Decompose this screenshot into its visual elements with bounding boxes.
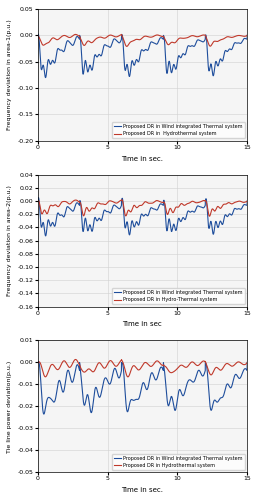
Proposed DR in Hydro-Thermal system [60, 200, 63, 205]
Proposed DR in Wind integrated Thermal system [219, 56, 222, 62]
Proposed DR in  Hydrothermal system [126, 43, 129, 49]
Proposed DR in Hydrothermal system [117, 362, 120, 368]
Y-axis label: Frequency deviation in area-1(p.u.): Frequency deviation in area-1(p.u.) [7, 20, 12, 130]
Line: Proposed DR in Wind integrated Thermal system: Proposed DR in Wind integrated Thermal s… [38, 34, 247, 78]
Proposed DR in Hydro-Thermal system [246, 198, 249, 204]
Proposed DR in Wind integrated Thermal system [246, 32, 249, 38]
X-axis label: Time in sec.: Time in sec. [122, 156, 163, 162]
Proposed DR in Wind integrated Thermal system [117, 374, 120, 380]
Proposed DR in Wind integrated Thermal system [117, 39, 120, 45]
Line: Proposed DR in  Hydrothermal system: Proposed DR in Hydrothermal system [38, 34, 247, 46]
Proposed DR in Hydrothermal system [246, 360, 249, 366]
Proposed DR in Wind integrated Thermal system [72, 374, 76, 380]
Proposed DR in Hydrothermal system [126, 374, 129, 380]
Proposed DR in Wind integrated Thermal system [36, 32, 39, 38]
Proposed DR in Wind integrated Thermal system [72, 206, 76, 212]
Proposed DR in  Hydrothermal system [120, 32, 123, 38]
Proposed DR in Wind integrated Thermal system [60, 386, 63, 392]
Proposed DR in Wind integrated Thermal system [219, 218, 222, 224]
Proposed DR in  Hydrothermal system [242, 33, 245, 39]
Legend: Proposed DR in Wind integrated Thermal system, Proposed DR in Hydrothermal syste: Proposed DR in Wind integrated Thermal s… [112, 454, 245, 470]
Proposed DR in Hydro-Thermal system [72, 198, 76, 203]
Proposed DR in Wind integrated Thermal system [60, 212, 63, 218]
Proposed DR in Hydrothermal system [126, 374, 130, 380]
Proposed DR in Hydrothermal system [60, 361, 63, 367]
X-axis label: Time in sec: Time in sec [123, 322, 162, 328]
Proposed DR in Hydrothermal system [219, 367, 222, 373]
Proposed DR in  Hydrothermal system [219, 37, 222, 43]
Proposed DR in Wind integrated Thermal system [36, 198, 39, 204]
Proposed DR in  Hydrothermal system [72, 32, 76, 38]
Line: Proposed DR in Hydrothermal system: Proposed DR in Hydrothermal system [38, 360, 247, 377]
Proposed DR in Wind integrated Thermal system [37, 358, 40, 364]
Legend: Proposed DR in Wind integrated Thermal system, Proposed DR in Hydro-Thermal syst: Proposed DR in Wind integrated Thermal s… [112, 288, 245, 304]
Proposed DR in  Hydrothermal system [116, 34, 119, 40]
Y-axis label: Tie line power deviation(p.u.): Tie line power deviation(p.u.) [7, 360, 12, 452]
Proposed DR in Wind integrated Thermal system [242, 368, 245, 374]
Proposed DR in Wind integrated Thermal system [246, 198, 249, 204]
Proposed DR in Hydro-Thermal system [242, 200, 245, 205]
Proposed DR in  Hydrothermal system [125, 44, 128, 50]
Y-axis label: Frequency deviation in area-2(p.u.): Frequency deviation in area-2(p.u.) [7, 185, 12, 296]
Proposed DR in Hydro-Thermal system [126, 210, 129, 216]
Proposed DR in Wind integrated Thermal system [60, 47, 63, 53]
Proposed DR in Wind integrated Thermal system [44, 233, 47, 239]
Proposed DR in Hydrothermal system [242, 362, 245, 368]
Proposed DR in Hydro-Thermal system [219, 206, 222, 212]
Line: Proposed DR in Wind integrated Thermal system: Proposed DR in Wind integrated Thermal s… [38, 198, 247, 236]
Proposed DR in Wind integrated Thermal system [37, 194, 40, 200]
Proposed DR in Hydrothermal system [74, 356, 77, 362]
Proposed DR in Wind integrated Thermal system [44, 74, 47, 80]
Proposed DR in  Hydrothermal system [246, 32, 249, 38]
Line: Proposed DR in Wind integrated Thermal system: Proposed DR in Wind integrated Thermal s… [38, 362, 247, 414]
X-axis label: Time in sec.: Time in sec. [122, 487, 163, 493]
Proposed DR in Hydro-Thermal system [116, 200, 119, 205]
Proposed DR in Wind integrated Thermal system [219, 395, 222, 401]
Proposed DR in Wind integrated Thermal system [242, 202, 245, 208]
Line: Proposed DR in Hydro-Thermal system: Proposed DR in Hydro-Thermal system [38, 200, 247, 216]
Proposed DR in Hydro-Thermal system [120, 197, 123, 203]
Proposed DR in  Hydrothermal system [60, 34, 63, 40]
Proposed DR in Wind integrated Thermal system [37, 31, 40, 37]
Proposed DR in Wind integrated Thermal system [126, 62, 129, 68]
Proposed DR in Wind integrated Thermal system [126, 408, 129, 414]
Proposed DR in  Hydrothermal system [36, 32, 39, 38]
Proposed DR in Wind integrated Thermal system [117, 205, 120, 211]
Proposed DR in Wind integrated Thermal system [72, 40, 76, 46]
Proposed DR in Wind integrated Thermal system [36, 360, 39, 366]
Legend: Proposed DR in Wind integrated Thermal system, Proposed DR in  Hydrothermal syst: Proposed DR in Wind integrated Thermal s… [112, 122, 245, 138]
Proposed DR in Wind integrated Thermal system [242, 36, 245, 43]
Proposed DR in Hydrothermal system [36, 360, 39, 366]
Proposed DR in Hydrothermal system [72, 358, 76, 364]
Proposed DR in Wind integrated Thermal system [42, 411, 45, 417]
Proposed DR in Wind integrated Thermal system [246, 360, 249, 366]
Proposed DR in Wind integrated Thermal system [126, 219, 129, 225]
Proposed DR in Hydro-Thermal system [208, 213, 211, 219]
Proposed DR in Hydro-Thermal system [36, 198, 39, 204]
